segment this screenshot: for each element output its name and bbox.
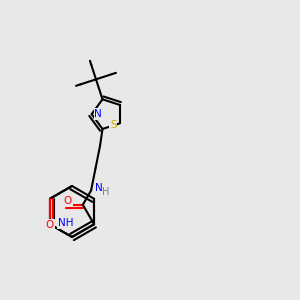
Text: S: S	[110, 120, 117, 130]
Text: N: N	[94, 109, 102, 119]
Text: O: O	[64, 196, 72, 206]
Text: H: H	[103, 187, 110, 197]
Text: O: O	[46, 220, 54, 230]
Text: N: N	[95, 183, 102, 193]
Text: NH: NH	[58, 218, 74, 228]
